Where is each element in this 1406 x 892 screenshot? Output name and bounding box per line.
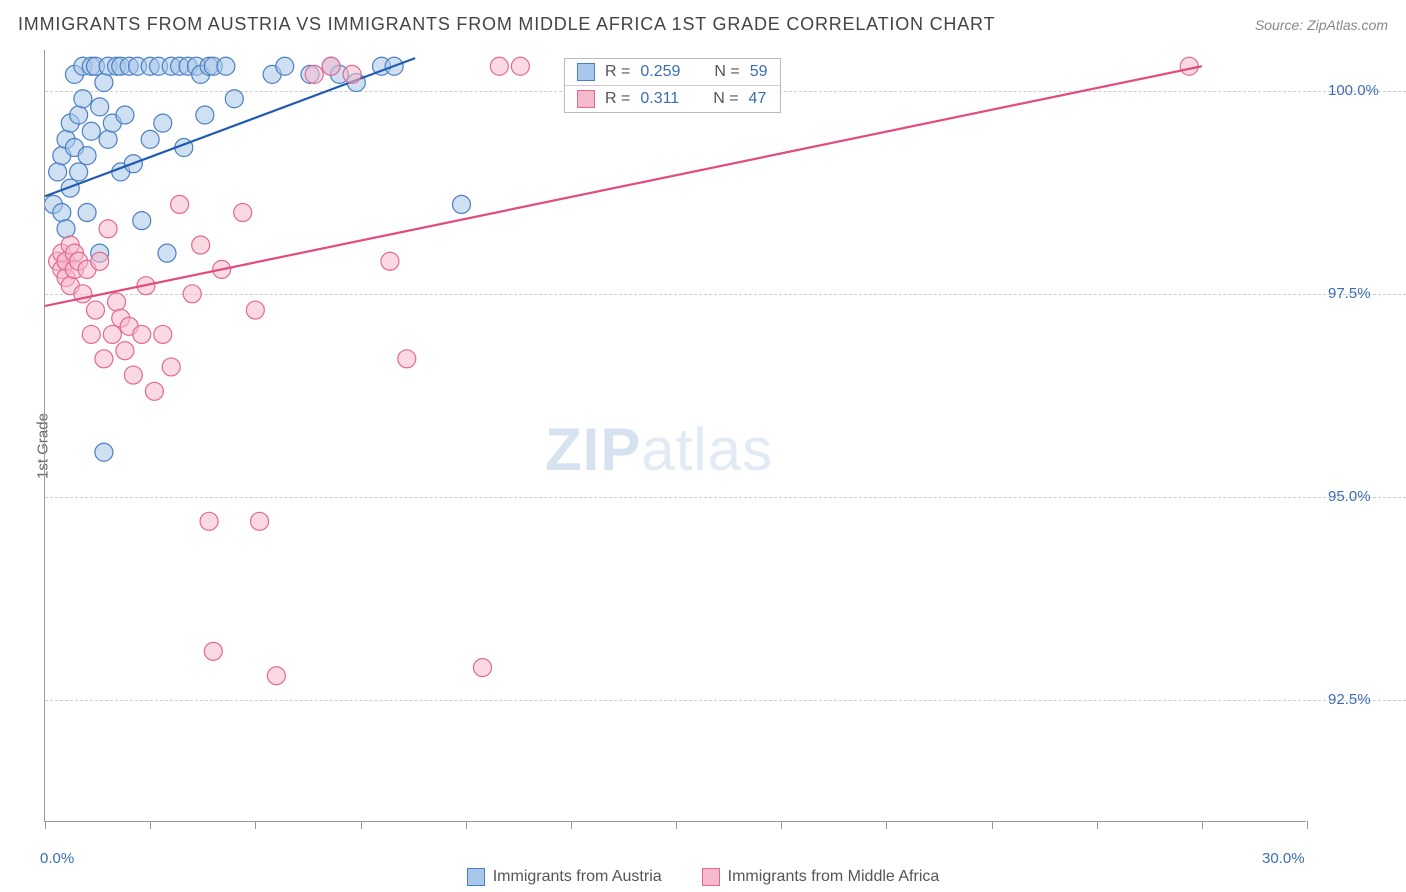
x-tick bbox=[361, 821, 362, 829]
legend-item-middle-africa: Immigrants from Middle Africa bbox=[702, 868, 940, 886]
data-point bbox=[99, 130, 117, 148]
data-point bbox=[183, 285, 201, 303]
data-point bbox=[171, 195, 189, 213]
r-value: 0.311 bbox=[640, 90, 679, 108]
data-point bbox=[490, 57, 508, 75]
x-tick bbox=[255, 821, 256, 829]
x-tick-label: 0.0% bbox=[40, 850, 74, 867]
x-tick bbox=[781, 821, 782, 829]
data-point bbox=[398, 350, 416, 368]
stats-row: R = 0.259N = 59 bbox=[565, 59, 780, 86]
data-point bbox=[49, 163, 67, 181]
data-point bbox=[217, 57, 235, 75]
data-point bbox=[95, 350, 113, 368]
data-point bbox=[322, 57, 340, 75]
x-tick bbox=[466, 821, 467, 829]
data-point bbox=[251, 512, 269, 530]
data-point bbox=[204, 642, 222, 660]
y-tick-label: 97.5% bbox=[1328, 285, 1371, 302]
data-point bbox=[511, 57, 529, 75]
data-point bbox=[133, 212, 151, 230]
data-point bbox=[162, 358, 180, 376]
scatter-layer bbox=[45, 50, 1307, 822]
data-point bbox=[141, 130, 159, 148]
r-value: 0.259 bbox=[640, 63, 680, 81]
data-point bbox=[158, 244, 176, 262]
x-tick bbox=[1307, 821, 1308, 829]
data-point bbox=[70, 163, 88, 181]
data-point bbox=[78, 147, 96, 165]
data-point bbox=[154, 325, 172, 343]
data-point bbox=[196, 106, 214, 124]
data-point bbox=[381, 252, 399, 270]
legend-item-austria: Immigrants from Austria bbox=[467, 868, 662, 886]
x-tick bbox=[1097, 821, 1098, 829]
swatch-icon bbox=[577, 90, 595, 108]
x-tick bbox=[45, 821, 46, 829]
data-point bbox=[99, 220, 117, 238]
swatch-icon bbox=[467, 868, 485, 886]
data-point bbox=[154, 114, 172, 132]
x-tick bbox=[992, 821, 993, 829]
y-tick-label: 100.0% bbox=[1328, 82, 1379, 99]
data-point bbox=[53, 204, 71, 222]
data-point bbox=[78, 204, 96, 222]
swatch-icon bbox=[577, 63, 595, 81]
data-point bbox=[82, 325, 100, 343]
data-point bbox=[473, 659, 491, 677]
x-tick bbox=[886, 821, 887, 829]
x-tick bbox=[150, 821, 151, 829]
n-value: 47 bbox=[749, 90, 767, 108]
data-point bbox=[108, 293, 126, 311]
y-tick-label: 92.5% bbox=[1328, 691, 1371, 708]
data-point bbox=[70, 106, 88, 124]
data-point bbox=[305, 65, 323, 83]
source-credit: Source: ZipAtlas.com bbox=[1255, 17, 1388, 33]
x-tick bbox=[571, 821, 572, 829]
data-point bbox=[91, 252, 109, 270]
data-point bbox=[133, 325, 151, 343]
chart-title: IMMIGRANTS FROM AUSTRIA VS IMMIGRANTS FR… bbox=[18, 14, 995, 35]
data-point bbox=[124, 366, 142, 384]
x-tick bbox=[676, 821, 677, 829]
data-point bbox=[234, 204, 252, 222]
data-point bbox=[145, 382, 163, 400]
data-point bbox=[267, 667, 285, 685]
y-tick-label: 95.0% bbox=[1328, 488, 1371, 505]
data-point bbox=[276, 57, 294, 75]
data-point bbox=[343, 65, 361, 83]
x-tick-label: 30.0% bbox=[1262, 850, 1305, 867]
n-value: 59 bbox=[750, 63, 768, 81]
data-point bbox=[116, 106, 134, 124]
data-point bbox=[82, 122, 100, 140]
data-point bbox=[103, 325, 121, 343]
data-point bbox=[452, 195, 470, 213]
legend-bottom: Immigrants from Austria Immigrants from … bbox=[0, 868, 1406, 886]
data-point bbox=[95, 74, 113, 92]
stats-row: R = 0.311N = 47 bbox=[565, 86, 780, 112]
data-point bbox=[95, 443, 113, 461]
swatch-icon bbox=[702, 868, 720, 886]
data-point bbox=[200, 512, 218, 530]
data-point bbox=[74, 90, 92, 108]
data-point bbox=[192, 236, 210, 254]
plot-area: ZIPatlas bbox=[44, 50, 1306, 822]
data-point bbox=[57, 220, 75, 238]
data-point bbox=[86, 301, 104, 319]
x-tick bbox=[1202, 821, 1203, 829]
data-point bbox=[116, 342, 134, 360]
data-point bbox=[91, 98, 109, 116]
data-point bbox=[225, 90, 243, 108]
data-point bbox=[1180, 57, 1198, 75]
data-point bbox=[246, 301, 264, 319]
title-bar: IMMIGRANTS FROM AUSTRIA VS IMMIGRANTS FR… bbox=[18, 14, 1388, 35]
stats-legend: R = 0.259N = 59R = 0.311N = 47 bbox=[564, 58, 781, 113]
